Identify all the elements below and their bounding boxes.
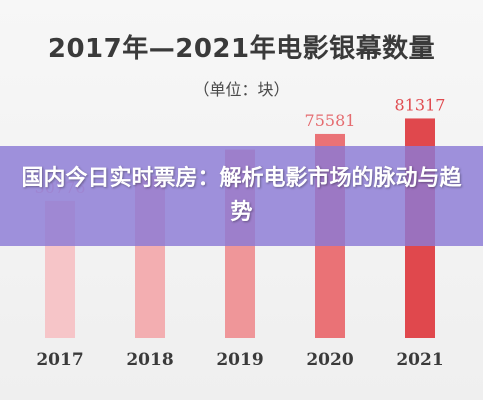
chart-subtitle: （单位：块） bbox=[193, 80, 290, 99]
x-tick-2021: 2021 bbox=[396, 350, 443, 370]
value-label-2021: 81317 bbox=[395, 95, 446, 114]
x-tick-2020: 2020 bbox=[306, 350, 353, 370]
x-tick-2019: 2019 bbox=[216, 350, 263, 370]
value-label-2020: 75581 bbox=[305, 111, 356, 130]
chart-title: 2017年—2021年电影银幕数量 bbox=[47, 34, 436, 64]
headline-banner[interactable]: 国内今日实时票房：解析电影市场的脉动与趋势 bbox=[0, 146, 483, 246]
x-tick-2017: 2017 bbox=[36, 350, 83, 370]
x-tick-2018: 2018 bbox=[126, 350, 173, 370]
headline-text[interactable]: 国内今日实时票房：解析电影市场的脉动与趋势 bbox=[21, 166, 462, 225]
